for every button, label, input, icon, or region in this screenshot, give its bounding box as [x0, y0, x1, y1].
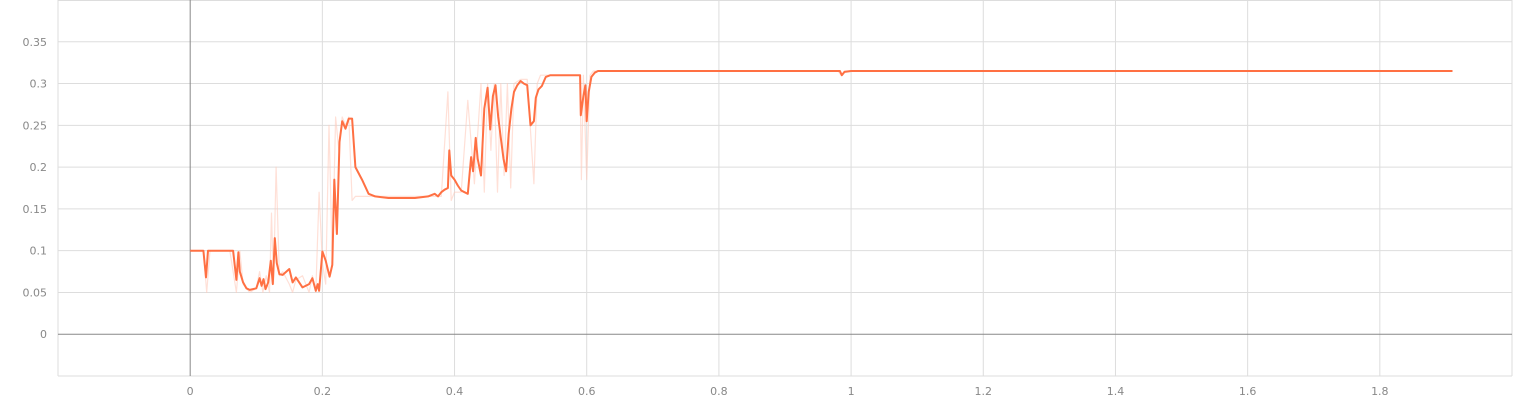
zero-axes	[58, 0, 1512, 376]
y-tick-label: 0	[40, 328, 47, 341]
y-tick-label: 0.15	[23, 203, 48, 216]
x-tick-label: 0.4	[446, 385, 464, 398]
grid-lines	[57, 0, 1513, 377]
smoothed-series-line	[190, 70, 1453, 292]
x-tick-label: 0.8	[710, 385, 728, 398]
x-tick-label: 1.2	[975, 385, 993, 398]
y-tick-label: 0.35	[23, 36, 48, 49]
x-tick-label: 1.8	[1371, 385, 1389, 398]
x-axis-tick-labels: 0 0.2 0.4 0.6 0.8 1 1.2 1.4 1.6 1.8	[187, 385, 1389, 398]
x-tick-label: 0	[187, 385, 194, 398]
x-tick-label: 0.2	[314, 385, 332, 398]
y-tick-label: 0.25	[23, 119, 48, 132]
y-tick-label: 0.1	[30, 245, 48, 258]
y-tick-label: 0.2	[30, 161, 48, 174]
y-tick-label: 0.3	[30, 78, 48, 91]
raw-series-line	[190, 70, 1453, 293]
x-tick-label: 1.4	[1107, 385, 1125, 398]
y-axis-tick-labels: 0 0.05 0.1 0.15 0.2 0.25 0.3 0.35	[23, 36, 48, 341]
x-tick-label: 0.6	[578, 385, 596, 398]
y-tick-label: 0.05	[23, 286, 48, 299]
x-tick-label: 1.6	[1239, 385, 1257, 398]
series-layer	[190, 70, 1453, 293]
x-tick-label: 1	[848, 385, 855, 398]
